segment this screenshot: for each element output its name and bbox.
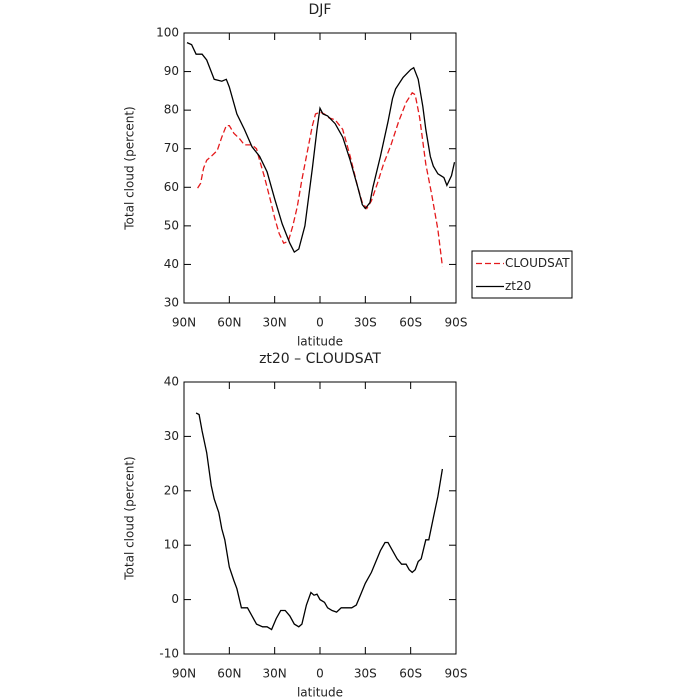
legend-box [471,250,573,299]
y-tick-label: 10 [164,538,179,552]
x-axis-label: latitude [297,335,343,349]
x-tick-label: 30S [354,667,377,681]
legend-label: CLOUDSAT [505,256,570,270]
chart-title: DJF [309,2,332,18]
x-tick-label: 90N [172,667,196,681]
x-tick-label: 60N [217,316,241,330]
y-tick-label: 40 [164,257,179,271]
y-tick-label: 100 [156,26,179,40]
y-tick-label: -10 [159,647,179,661]
y-axis-label: Total cloud (percent) [123,456,137,580]
y-axis-label: Total cloud (percent) [123,106,137,230]
x-tick-label: 0 [316,667,324,681]
y-tick-label: 90 [164,64,179,78]
data-line [195,412,444,631]
x-tick-label: 90S [445,667,468,681]
y-tick-label: 30 [164,296,179,310]
x-tick-label: 30N [263,667,287,681]
data-line [186,42,456,254]
x-tick-label: 60N [217,667,241,681]
data-line [197,91,444,267]
x-tick-label: 60S [399,667,422,681]
y-tick-label: 50 [164,218,179,232]
y-tick-label: 80 [164,103,179,117]
y-tick-label: 20 [164,483,179,497]
x-tick-label: 90N [172,316,196,330]
x-tick-label: 30S [354,316,377,330]
y-tick-label: 60 [164,180,179,194]
x-tick-label: 0 [316,316,324,330]
x-axis-label: latitude [297,686,343,700]
legend-label: zt20 [505,279,531,293]
x-tick-label: 60S [399,316,422,330]
y-tick-label: 40 [164,375,179,389]
x-tick-label: 30N [263,316,287,330]
y-tick-label: 0 [171,592,179,606]
x-tick-label: 90S [445,316,468,330]
y-tick-label: 70 [164,141,179,155]
chart-title: zt20 – CLOUDSAT [259,351,381,367]
plot-frame [183,381,457,655]
plot-frame [183,32,457,304]
y-tick-label: 30 [164,429,179,443]
